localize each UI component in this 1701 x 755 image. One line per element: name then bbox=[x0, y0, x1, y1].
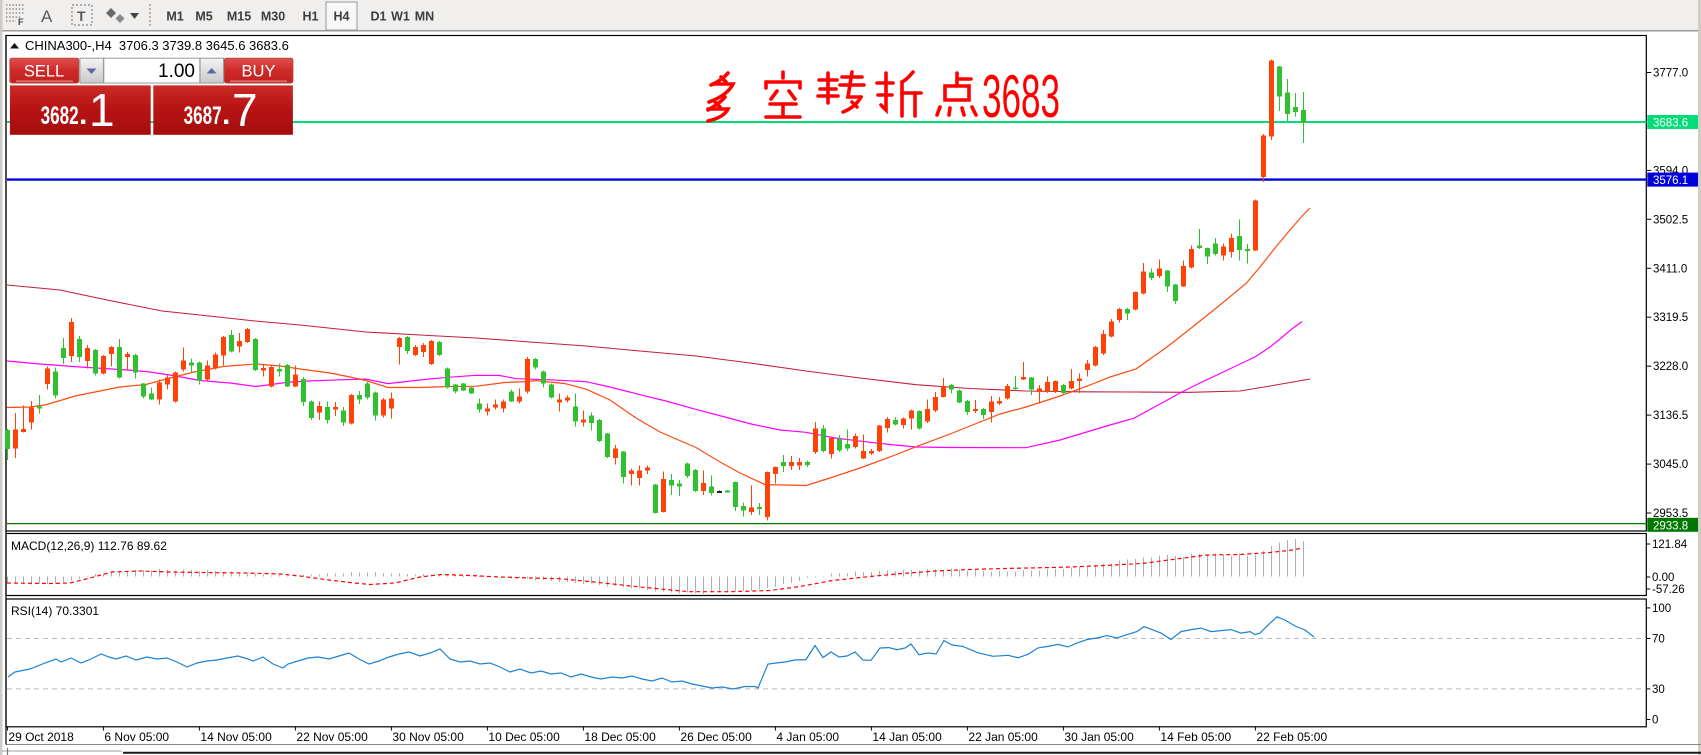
svg-text:22 Jan 05:00: 22 Jan 05:00 bbox=[968, 730, 1038, 744]
svg-text:BUY: BUY bbox=[242, 63, 276, 81]
svg-text:7: 7 bbox=[232, 84, 258, 136]
svg-text:MN: MN bbox=[415, 10, 434, 24]
svg-text:30: 30 bbox=[1652, 684, 1665, 696]
svg-text:14 Jan 05:00: 14 Jan 05:00 bbox=[872, 730, 942, 744]
svg-text:W1: W1 bbox=[391, 10, 410, 24]
svg-text:10 Dec 05:00: 10 Dec 05:00 bbox=[488, 730, 560, 744]
svg-text:0: 0 bbox=[1652, 715, 1658, 727]
svg-text:A: A bbox=[41, 7, 53, 26]
svg-text:H4: H4 bbox=[334, 10, 350, 24]
svg-text:30 Jan 05:00: 30 Jan 05:00 bbox=[1064, 730, 1134, 744]
svg-text:3777.0: 3777.0 bbox=[1653, 68, 1688, 80]
svg-text:MACD(12,26,9) 112.76 89.62: MACD(12,26,9) 112.76 89.62 bbox=[11, 539, 167, 553]
svg-text:18 Dec 05:00: 18 Dec 05:00 bbox=[584, 730, 656, 744]
svg-text:26 Dec 05:00: 26 Dec 05:00 bbox=[680, 730, 752, 744]
svg-text:3682: 3682 bbox=[41, 102, 79, 130]
svg-text:3683: 3683 bbox=[982, 63, 1060, 130]
svg-text:3319.5: 3319.5 bbox=[1653, 312, 1688, 324]
svg-text:.: . bbox=[79, 98, 87, 131]
svg-text:D1: D1 bbox=[371, 10, 387, 24]
svg-text:M30: M30 bbox=[261, 10, 285, 24]
svg-text:4 Jan 05:00: 4 Jan 05:00 bbox=[776, 730, 839, 744]
svg-text:14 Nov 05:00: 14 Nov 05:00 bbox=[200, 730, 272, 744]
svg-text:100: 100 bbox=[1652, 603, 1671, 615]
svg-text:M1: M1 bbox=[166, 10, 183, 24]
svg-text:1.00: 1.00 bbox=[158, 61, 195, 82]
svg-text:3687: 3687 bbox=[184, 102, 222, 130]
svg-text:0.00: 0.00 bbox=[1652, 572, 1674, 584]
svg-text:2953.5: 2953.5 bbox=[1653, 508, 1688, 520]
svg-text:.: . bbox=[222, 98, 230, 131]
svg-text:22 Feb 05:00: 22 Feb 05:00 bbox=[1256, 730, 1327, 744]
svg-text:3045.0: 3045.0 bbox=[1653, 459, 1688, 471]
svg-text:M5: M5 bbox=[195, 10, 212, 24]
svg-text:1: 1 bbox=[89, 84, 115, 136]
svg-text:M15: M15 bbox=[227, 10, 251, 24]
svg-text:3683.6: 3683.6 bbox=[1653, 118, 1688, 130]
svg-text:70: 70 bbox=[1652, 634, 1665, 646]
svg-text:F: F bbox=[18, 17, 24, 27]
svg-text:6 Nov 05:00: 6 Nov 05:00 bbox=[104, 730, 169, 744]
svg-text:T: T bbox=[77, 8, 86, 24]
svg-text:3228.0: 3228.0 bbox=[1653, 361, 1688, 373]
svg-text:121.84: 121.84 bbox=[1652, 539, 1688, 551]
svg-text:RSI(14) 70.3301: RSI(14) 70.3301 bbox=[11, 604, 99, 618]
svg-text:-57.26: -57.26 bbox=[1652, 584, 1685, 596]
svg-text:2933.8: 2933.8 bbox=[1653, 520, 1688, 532]
svg-text:3576.1: 3576.1 bbox=[1653, 175, 1688, 187]
svg-text:30 Nov 05:00: 30 Nov 05:00 bbox=[392, 730, 464, 744]
svg-text:22 Nov 05:00: 22 Nov 05:00 bbox=[296, 730, 368, 744]
svg-text:29 Oct 2018: 29 Oct 2018 bbox=[8, 730, 74, 744]
svg-text:H1: H1 bbox=[303, 10, 319, 24]
svg-text:3502.5: 3502.5 bbox=[1653, 214, 1688, 226]
svg-text:14 Feb 05:00: 14 Feb 05:00 bbox=[1160, 730, 1231, 744]
svg-text:SELL: SELL bbox=[24, 63, 64, 81]
svg-text:3411.0: 3411.0 bbox=[1653, 263, 1687, 275]
svg-text:CHINA300-,H4 3706.3 3739.8 36: CHINA300-,H4 3706.3 3739.8 3645.6 3683.6 bbox=[25, 38, 289, 53]
svg-text:3136.5: 3136.5 bbox=[1653, 410, 1688, 422]
